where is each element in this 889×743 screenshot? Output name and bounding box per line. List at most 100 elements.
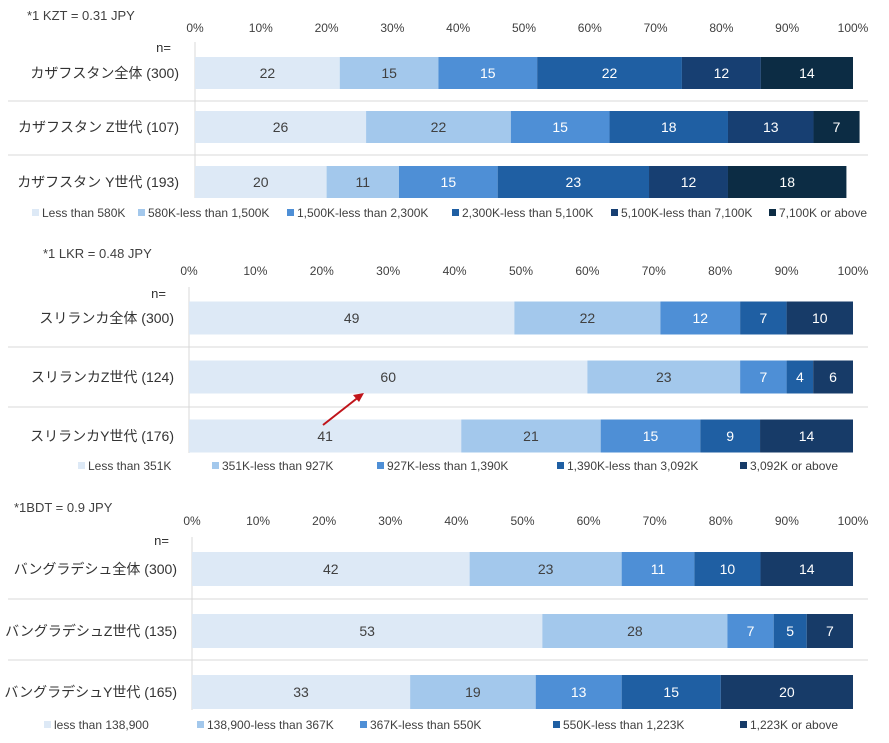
bar-segment: [497, 166, 650, 198]
data-label: 11: [356, 174, 371, 190]
legend-swatch: [769, 209, 776, 216]
bar-segment: [786, 360, 814, 394]
bar-segment: [195, 111, 367, 143]
data-label: 15: [441, 174, 457, 190]
annotation-arrow-head: [353, 393, 364, 402]
bar-segment: [192, 614, 543, 648]
data-label: 20: [779, 684, 795, 700]
data-label: 7: [759, 369, 767, 385]
data-label: 18: [779, 174, 795, 190]
legend-swatch: [557, 462, 564, 469]
category-label: バングラデシュZ世代 (135): [5, 623, 177, 639]
x-tick-label: 40%: [444, 514, 468, 528]
category-label: カザフスタン全体 (300): [30, 65, 179, 81]
bar-segment: [438, 57, 538, 89]
bar-segment: [537, 57, 682, 89]
data-label: 12: [681, 174, 697, 190]
legend-label: 351K-less than 927K: [222, 459, 333, 473]
bar-segment: [813, 360, 853, 394]
legend-swatch: [740, 721, 747, 728]
x-tick-label: 60%: [575, 264, 599, 278]
bar-segment: [621, 552, 695, 586]
data-label: 60: [380, 369, 396, 385]
bar-segment: [195, 57, 340, 89]
data-label: 22: [602, 65, 618, 81]
data-label: 10: [720, 561, 736, 577]
legend-label: 5,100K-less than 7,100K: [621, 206, 752, 220]
bar-segment: [461, 419, 601, 453]
x-tick-label: 90%: [775, 514, 799, 528]
bar-segment: [398, 166, 498, 198]
x-tick-label: 80%: [708, 264, 732, 278]
bar-segment: [514, 301, 661, 335]
bar-segment: [740, 301, 787, 335]
bar-segment: [773, 614, 807, 648]
bar-segment: [621, 675, 721, 709]
bar-segment: [189, 360, 588, 394]
legend-label: Less than 580K: [42, 206, 125, 220]
data-label: 12: [692, 310, 708, 326]
category-label: スリランカ全体 (300): [39, 310, 174, 326]
data-label: 6: [829, 369, 837, 385]
legend-swatch: [32, 209, 39, 216]
data-label: 7: [833, 119, 841, 135]
bar-segment: [694, 552, 761, 586]
n-label: n=: [154, 533, 169, 548]
bar-segment: [410, 675, 536, 709]
data-label: 5: [786, 623, 794, 639]
data-label: 13: [763, 119, 779, 135]
data-label: 7: [759, 310, 767, 326]
legend-label: 138,900-less than 367K: [207, 718, 334, 732]
data-label: 15: [643, 428, 659, 444]
legend-label: 1,390K-less than 3,092K: [567, 459, 698, 473]
x-tick-label: 0%: [183, 514, 201, 528]
x-tick-label: 90%: [775, 21, 799, 35]
bar-segment: [542, 614, 728, 648]
bar-segment: [587, 360, 741, 394]
legend-swatch: [740, 462, 747, 469]
bar-segment: [760, 419, 853, 453]
x-tick-label: 50%: [512, 21, 536, 35]
x-tick-label: 10%: [249, 21, 273, 35]
bar-segment: [609, 111, 728, 143]
x-tick-label: 30%: [376, 264, 400, 278]
category-label: バングラデシュY世代 (165): [4, 684, 177, 700]
data-label: 15: [381, 65, 397, 81]
currency-note: *1BDT = 0.9 JPY: [14, 500, 113, 515]
legend-swatch: [138, 209, 145, 216]
bar-segment: [760, 552, 853, 586]
x-tick-label: 40%: [443, 264, 467, 278]
category-label: バングラデシュ全体 (300): [14, 561, 177, 577]
legend-swatch: [197, 721, 204, 728]
x-tick-label: 70%: [644, 21, 668, 35]
data-label: 20: [253, 174, 269, 190]
bar-segment: [649, 166, 728, 198]
x-tick-label: 20%: [312, 514, 336, 528]
bar-segment: [806, 614, 853, 648]
x-tick-label: 30%: [380, 21, 404, 35]
bar-segment: [813, 111, 860, 143]
data-label: 33: [293, 684, 309, 700]
bar-segment: [727, 614, 774, 648]
data-label: 18: [661, 119, 677, 135]
category-label: カザフスタン Z世代 (107): [18, 119, 179, 135]
data-label: 22: [260, 65, 276, 81]
bar-segment: [727, 111, 814, 143]
bar-segment: [700, 419, 761, 453]
data-label: 15: [480, 65, 496, 81]
data-label: 7: [747, 623, 755, 639]
data-label: 13: [571, 684, 587, 700]
x-tick-label: 60%: [578, 21, 602, 35]
legend-swatch: [287, 209, 294, 216]
legend-swatch: [611, 209, 618, 216]
annotation-arrow-line: [322, 395, 361, 426]
bar-segment: [660, 301, 741, 335]
legend-swatch: [360, 721, 367, 728]
bar-segment: [510, 111, 610, 143]
data-label: 41: [317, 428, 333, 444]
legend-label: less than 138,900: [54, 718, 149, 732]
data-label: 12: [714, 65, 730, 81]
x-tick-label: 80%: [709, 21, 733, 35]
legend-label: 927K-less than 1,390K: [387, 459, 508, 473]
data-label: 15: [663, 684, 679, 700]
